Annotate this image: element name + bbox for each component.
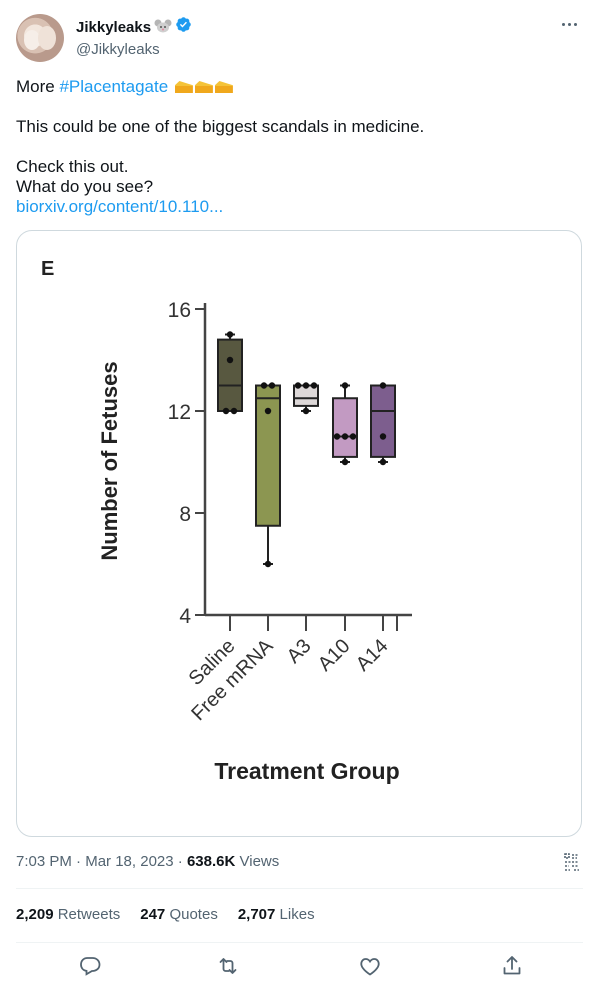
y-tick-label: 4 <box>179 605 191 628</box>
data-point <box>302 407 310 415</box>
retweets-label: Retweets <box>57 906 121 923</box>
box-free-mrna <box>255 384 281 527</box>
verified-badge-icon <box>175 16 192 38</box>
more-options-button[interactable] <box>557 12 581 36</box>
quotes-stat[interactable]: 247 Quotes <box>140 906 218 923</box>
quotes-count: 247 <box>140 906 166 923</box>
data-point <box>302 382 310 389</box>
display-name[interactable]: Jikkyleaks <box>76 18 152 36</box>
retweets-stat[interactable]: 2,209 Retweets <box>16 906 120 923</box>
avatar[interactable] <box>16 14 64 62</box>
data-point <box>379 433 387 440</box>
panel-label: E <box>41 258 54 280</box>
cheese-icon <box>214 81 233 93</box>
retweet-icon[interactable] <box>216 954 240 978</box>
data-point <box>226 356 234 364</box>
data-point <box>264 560 272 568</box>
hashtag-link[interactable]: #Placentagate <box>59 77 169 96</box>
y-axis-label: Number of Fetuses <box>97 361 122 560</box>
y-tick-label: 12 <box>168 401 191 424</box>
data-point <box>294 382 302 389</box>
name-row: Jikkyleaks <box>76 16 192 38</box>
tweet-actions <box>16 954 583 982</box>
like-heart-icon[interactable] <box>358 954 382 978</box>
data-point <box>310 382 318 389</box>
mouse-face-icon <box>154 18 172 37</box>
handle[interactable]: @Jikkyleaks <box>76 41 160 58</box>
tweet-line-4: What do you see? <box>16 177 154 196</box>
quotes-label: Quotes <box>169 906 218 923</box>
tweet-header: Jikkyleaks @Jikkyleaks <box>16 12 583 62</box>
box-a14 <box>370 384 396 458</box>
tweet-text-prefix: More <box>16 77 60 96</box>
box-saline <box>217 338 243 412</box>
author-names: Jikkyleaks @Jikkyleaks <box>76 16 192 58</box>
data-point <box>230 407 238 415</box>
x-tick-label: A10 <box>314 635 355 676</box>
tweet-time[interactable]: 7:03 PM <box>16 853 72 870</box>
tweet-meta: 7:03 PM · Mar 18, 2023 · 638.6K Views <box>16 853 279 870</box>
retweets-count: 2,209 <box>16 906 54 923</box>
dot <box>573 22 577 26</box>
tweet-line-3: Check this out. <box>16 157 129 176</box>
data-point <box>379 458 387 466</box>
y-tick-label: 16 <box>168 299 191 322</box>
tweet-line-1: More #Placentagate <box>16 77 583 97</box>
views-count: 638.6K <box>186 853 236 870</box>
data-point <box>264 407 272 415</box>
x-tick-label: A14 <box>352 635 393 676</box>
divider <box>16 942 583 943</box>
tweet-line-2: This could be one of the biggest scandal… <box>16 117 425 136</box>
likes-label: Likes <box>279 906 315 923</box>
data-point <box>222 407 230 415</box>
x-tick-label: A3 <box>283 635 316 668</box>
data-point <box>226 331 234 338</box>
tweet-date[interactable]: Mar 18, 2023 <box>85 853 174 870</box>
data-point <box>341 433 349 440</box>
dot <box>567 22 571 26</box>
dot <box>561 22 565 26</box>
data-point <box>341 382 349 389</box>
cheese-icon <box>194 81 213 93</box>
media-image[interactable]: E 4 8 12 16 Number of Fetuses Saline Free mRNA A… <box>16 230 582 837</box>
likes-stat[interactable]: 2,707 Likes <box>238 906 315 923</box>
data-point <box>268 382 276 389</box>
cheese-emoji-icons <box>173 77 233 96</box>
divider <box>16 888 583 889</box>
analytics-icon[interactable] <box>562 852 582 872</box>
reply-icon[interactable] <box>78 954 102 978</box>
views-label: Views <box>239 853 280 870</box>
data-point <box>260 382 268 389</box>
tweet-stats: 2,209 Retweets 247 Quotes 2,707 Likes <box>16 906 315 923</box>
meta-separator: · <box>76 853 82 870</box>
share-icon[interactable] <box>500 954 524 978</box>
data-point <box>379 382 387 389</box>
data-point <box>333 433 341 440</box>
tweet-link[interactable]: biorxiv.org/content/10.110... <box>16 197 224 216</box>
y-tick-label: 8 <box>179 503 191 526</box>
data-point <box>341 458 349 466</box>
data-point <box>349 433 357 440</box>
box-a10 <box>332 397 358 458</box>
likes-count: 2,707 <box>237 906 276 923</box>
x-axis-label: Treatment Group <box>214 758 399 784</box>
meta-separator: · <box>177 853 183 870</box>
cheese-icon <box>174 81 193 93</box>
